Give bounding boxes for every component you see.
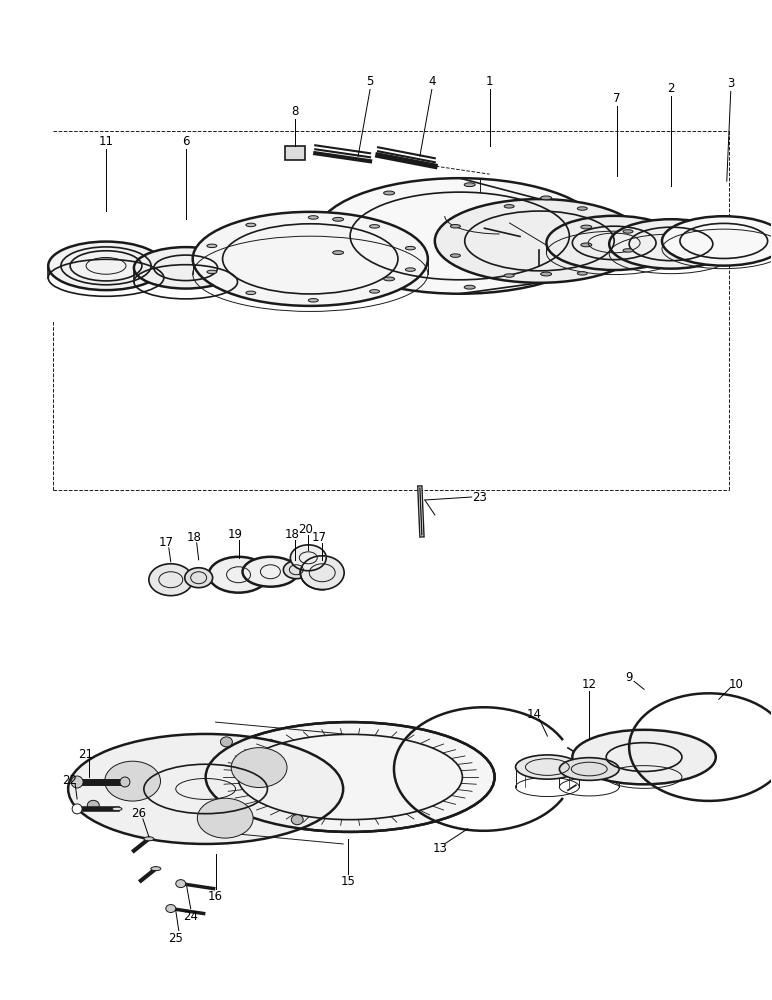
Text: 6: 6 xyxy=(182,135,189,148)
Text: 10: 10 xyxy=(728,678,743,691)
Ellipse shape xyxy=(577,207,587,210)
Ellipse shape xyxy=(405,246,415,250)
Ellipse shape xyxy=(308,299,318,302)
Text: 4: 4 xyxy=(428,75,435,88)
Ellipse shape xyxy=(207,244,217,248)
Ellipse shape xyxy=(290,545,327,571)
Ellipse shape xyxy=(581,225,592,229)
Ellipse shape xyxy=(71,776,83,788)
Ellipse shape xyxy=(283,561,310,579)
Text: 23: 23 xyxy=(472,491,486,504)
Ellipse shape xyxy=(48,242,164,290)
Ellipse shape xyxy=(185,568,212,588)
Text: 21: 21 xyxy=(79,748,93,761)
Ellipse shape xyxy=(308,216,318,219)
Text: 5: 5 xyxy=(367,75,374,88)
Ellipse shape xyxy=(72,804,82,814)
Ellipse shape xyxy=(207,270,217,274)
Ellipse shape xyxy=(370,225,380,228)
Text: 18: 18 xyxy=(285,528,300,541)
Ellipse shape xyxy=(245,223,256,227)
Text: 8: 8 xyxy=(292,105,299,118)
Text: 1: 1 xyxy=(486,75,493,88)
Text: 12: 12 xyxy=(582,678,597,691)
Ellipse shape xyxy=(105,761,161,801)
Ellipse shape xyxy=(450,225,460,228)
Ellipse shape xyxy=(151,867,161,871)
Ellipse shape xyxy=(208,557,269,593)
Text: 22: 22 xyxy=(62,774,76,787)
Ellipse shape xyxy=(464,183,476,187)
Ellipse shape xyxy=(205,722,495,832)
Ellipse shape xyxy=(198,798,253,838)
Ellipse shape xyxy=(662,216,772,266)
Ellipse shape xyxy=(166,905,176,913)
Ellipse shape xyxy=(450,254,460,257)
Text: 16: 16 xyxy=(208,890,223,903)
Ellipse shape xyxy=(120,777,130,787)
Ellipse shape xyxy=(504,205,514,208)
Ellipse shape xyxy=(540,196,551,200)
Ellipse shape xyxy=(149,564,193,596)
Ellipse shape xyxy=(68,734,344,844)
Ellipse shape xyxy=(384,277,394,281)
Ellipse shape xyxy=(464,285,476,289)
Ellipse shape xyxy=(623,230,633,233)
Ellipse shape xyxy=(516,755,579,779)
Ellipse shape xyxy=(291,815,303,825)
Ellipse shape xyxy=(623,249,633,252)
Ellipse shape xyxy=(405,268,415,271)
Ellipse shape xyxy=(245,291,256,295)
Ellipse shape xyxy=(144,837,154,841)
Ellipse shape xyxy=(577,272,587,275)
Text: 17: 17 xyxy=(158,536,173,549)
Text: 13: 13 xyxy=(432,842,447,855)
Ellipse shape xyxy=(242,557,298,587)
Ellipse shape xyxy=(572,730,716,784)
Ellipse shape xyxy=(547,216,682,270)
Ellipse shape xyxy=(112,807,122,811)
Ellipse shape xyxy=(560,758,619,780)
Ellipse shape xyxy=(370,290,380,293)
FancyBboxPatch shape xyxy=(286,146,305,160)
Ellipse shape xyxy=(609,219,733,269)
Text: 20: 20 xyxy=(298,523,313,536)
Ellipse shape xyxy=(581,243,592,247)
Ellipse shape xyxy=(333,251,344,255)
Ellipse shape xyxy=(134,247,238,289)
Ellipse shape xyxy=(333,217,344,221)
Text: 18: 18 xyxy=(186,531,201,544)
Ellipse shape xyxy=(176,880,186,888)
Ellipse shape xyxy=(221,737,232,747)
Ellipse shape xyxy=(87,800,100,810)
Ellipse shape xyxy=(504,274,514,277)
Ellipse shape xyxy=(232,748,287,787)
Text: 9: 9 xyxy=(625,671,633,684)
Text: 11: 11 xyxy=(99,135,113,148)
Ellipse shape xyxy=(193,212,428,306)
Ellipse shape xyxy=(300,556,344,590)
Ellipse shape xyxy=(315,178,604,294)
Text: 7: 7 xyxy=(614,92,621,105)
Text: 24: 24 xyxy=(183,910,198,923)
Text: 15: 15 xyxy=(340,875,356,888)
Ellipse shape xyxy=(435,199,644,283)
Text: 2: 2 xyxy=(667,82,675,95)
Ellipse shape xyxy=(384,191,394,195)
Text: 19: 19 xyxy=(228,528,243,541)
Text: 14: 14 xyxy=(527,708,542,721)
Ellipse shape xyxy=(540,272,551,276)
Text: 26: 26 xyxy=(131,807,147,820)
Text: 25: 25 xyxy=(168,932,183,945)
Text: 3: 3 xyxy=(727,77,734,90)
Text: 17: 17 xyxy=(312,531,327,544)
